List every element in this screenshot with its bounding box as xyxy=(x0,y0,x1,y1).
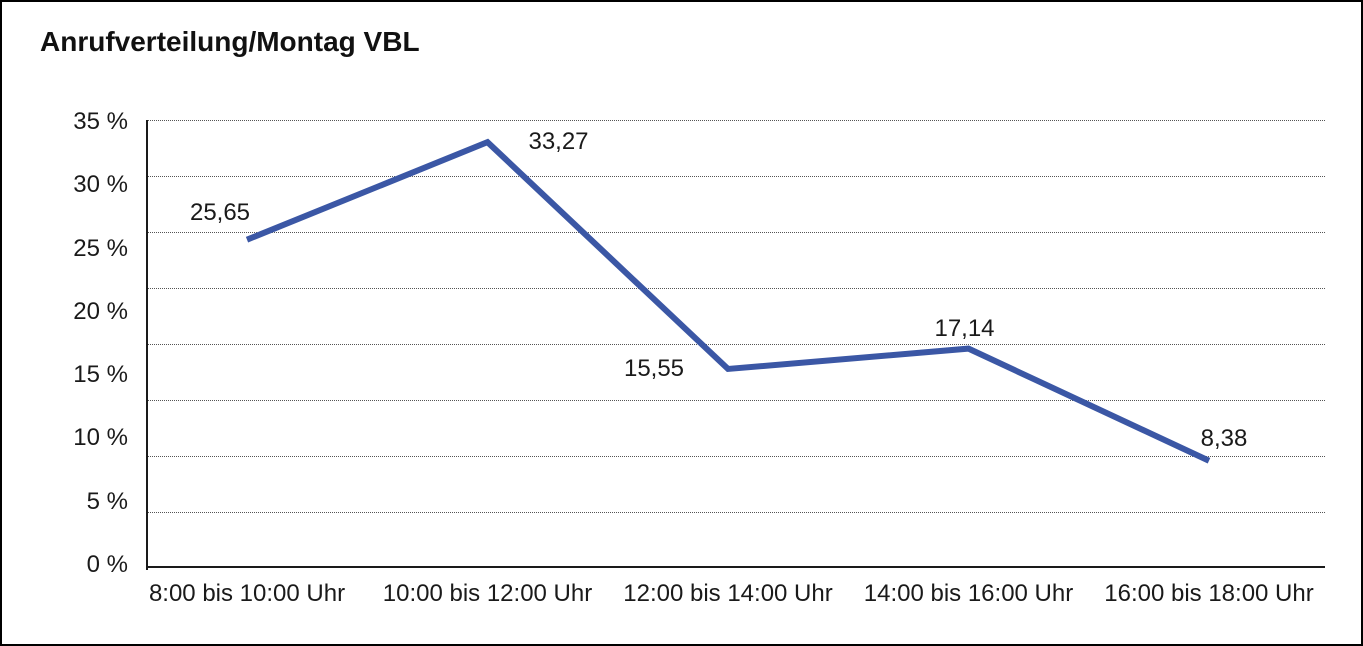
gridline xyxy=(146,120,1325,121)
data-point-label: 25,65 xyxy=(189,198,251,226)
plot-area xyxy=(146,120,1325,568)
gridline xyxy=(146,288,1325,289)
y-axis-tick-label: 25 % xyxy=(73,234,128,262)
y-axis-tick-label: 0 % xyxy=(86,551,128,578)
gridline xyxy=(146,176,1325,177)
data-point-label: 17,14 xyxy=(934,314,995,342)
gridline xyxy=(146,344,1325,345)
y-axis-tick-label: 20 % xyxy=(73,297,128,325)
gridline xyxy=(146,512,1325,513)
x-axis-tick-label: 16:00 bis 18:00 Uhr xyxy=(1104,580,1314,607)
line-series-svg xyxy=(245,138,1211,464)
chart-title: Anrufverteilung/Montag VBL xyxy=(40,26,420,57)
x-axis-tick-label: 12:00 bis 14:00 Uhr xyxy=(623,580,833,607)
x-axis-tick-label: 14:00 bis 16:00 Uhr xyxy=(863,580,1074,607)
data-point-label: 8,38 xyxy=(1200,424,1248,452)
gridline xyxy=(146,400,1325,401)
gridline xyxy=(146,456,1325,457)
y-axis-tick-label: 35 % xyxy=(73,108,128,135)
data-point-label: 33,27 xyxy=(528,128,589,156)
y-axis-tick-label: 15 % xyxy=(73,361,128,389)
y-axis-tick-label: 10 % xyxy=(73,424,128,452)
y-axis-tick-label: 30 % xyxy=(73,171,128,199)
data-point-label: 15,55 xyxy=(623,354,685,382)
gridline xyxy=(146,232,1325,233)
y-axis-line xyxy=(146,120,148,570)
x-axis-tick-label: 10:00 bis 12:00 Uhr xyxy=(382,580,593,607)
y-axis-tick-label: 5 % xyxy=(86,487,128,515)
line-series xyxy=(245,138,1211,464)
x-axis-line xyxy=(146,566,1325,568)
x-axis-tick-label: 8:00 bis 10:00 Uhr xyxy=(148,580,346,607)
